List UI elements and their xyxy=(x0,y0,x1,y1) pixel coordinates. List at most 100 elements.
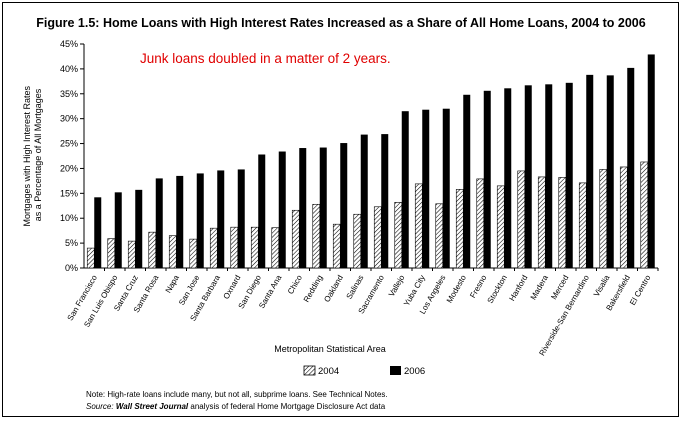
bar-2004 xyxy=(537,176,546,269)
bar-2006 xyxy=(401,111,409,268)
bar-2004 xyxy=(127,240,136,269)
x-tick-label: Oakland xyxy=(322,274,345,304)
x-tick-label: Chico xyxy=(286,273,304,296)
bar-2006 xyxy=(647,54,655,268)
source-prefix: Source: xyxy=(86,402,114,411)
bar-2006 xyxy=(545,84,553,268)
x-tick-label: Redding xyxy=(302,274,325,304)
bar-2006 xyxy=(176,175,184,268)
x-tick-label: Vallejo xyxy=(387,273,407,298)
bar-2004 xyxy=(353,213,362,269)
legend: 2004 2006 xyxy=(303,365,425,377)
bar-2004 xyxy=(230,226,239,269)
bar-2004 xyxy=(558,177,567,269)
y-tick-label: 25% xyxy=(60,139,78,149)
source-publication: Wall Street Journal xyxy=(116,402,189,411)
x-tick-label: Madera xyxy=(529,273,551,301)
bar-2006 xyxy=(483,90,491,269)
y-tick-label: 45% xyxy=(60,39,78,49)
y-tick-label: 0% xyxy=(65,263,78,273)
x-tick-label: Napa xyxy=(164,273,182,295)
bar-2006 xyxy=(155,178,163,268)
bar-2004 xyxy=(476,178,485,269)
bar-2006 xyxy=(627,67,635,268)
bar-2004 xyxy=(107,238,116,269)
bar-2006 xyxy=(442,108,450,268)
y-tick-label: 10% xyxy=(60,213,78,223)
bar-2006 xyxy=(196,173,204,268)
bar-2004 xyxy=(435,203,444,269)
bar-2004 xyxy=(578,182,587,269)
bar-2004 xyxy=(332,223,341,269)
bar-2004 xyxy=(640,161,649,269)
y-tick-label: 20% xyxy=(60,163,78,173)
x-tick-label: Stockton xyxy=(486,274,509,305)
bar-2006 xyxy=(135,189,143,268)
bar-2004 xyxy=(271,227,280,269)
bar-2006 xyxy=(586,74,594,269)
annotation-text: Junk loans doubled in a matter of 2 year… xyxy=(140,51,391,66)
x-tick-label: Visalia xyxy=(592,273,612,298)
bar-2004 xyxy=(373,206,382,269)
y-tick-label: 40% xyxy=(60,64,78,74)
bar-2006 xyxy=(606,75,614,268)
bar-2004 xyxy=(312,203,321,269)
bar-2006 xyxy=(114,192,122,268)
source-text: Source: Wall Street Journal analysis of … xyxy=(86,402,386,411)
bar-2006 xyxy=(217,170,225,268)
note-text: Note: High-rate loans include many, but … xyxy=(86,390,388,399)
chart-title: Figure 1.5: Home Loans with High Interes… xyxy=(36,16,645,30)
y-tick-label: 5% xyxy=(65,238,78,248)
bar-2004 xyxy=(86,247,95,269)
x-tick-label: Merced xyxy=(549,274,570,302)
bar-2006 xyxy=(299,148,307,268)
y-tick-label: 35% xyxy=(60,89,78,99)
source-rest: analysis of federal Home Mortgage Disclo… xyxy=(190,402,385,411)
bar-2004 xyxy=(455,189,464,269)
bar-2006 xyxy=(504,88,512,269)
y-axis-label-line-1: Mortgages with High Interest Rates xyxy=(22,85,32,226)
bar-2006 xyxy=(422,109,430,268)
bar-2004 xyxy=(168,235,177,269)
legend-item-2006: 2006 xyxy=(390,366,425,377)
bar-2006 xyxy=(258,154,266,268)
bar-2006 xyxy=(278,151,286,268)
legend-item-2004: 2004 xyxy=(303,365,339,377)
bar-2006 xyxy=(340,143,348,268)
plot-area: 0%5%10%15%20%25%30%35%40%45%San Francisc… xyxy=(60,39,659,357)
bar-2004 xyxy=(250,226,259,269)
bar-2006 xyxy=(360,134,368,268)
bar-2006 xyxy=(319,147,327,268)
bar-2006 xyxy=(381,134,389,268)
bar-2006 xyxy=(524,85,532,268)
y-tick-label: 30% xyxy=(60,114,78,124)
bar-2006 xyxy=(94,197,102,268)
figure-frame xyxy=(2,2,679,417)
bar-2004 xyxy=(291,209,300,269)
legend-label-2006: 2006 xyxy=(404,366,425,377)
x-tick-label: Salinas xyxy=(345,274,366,301)
bar-2004 xyxy=(189,238,198,269)
bar-2006 xyxy=(565,82,573,269)
legend-swatch-2004 xyxy=(303,365,316,376)
bar-2006 xyxy=(463,94,471,268)
bar-2004 xyxy=(414,183,423,269)
bar-2004 xyxy=(517,170,526,269)
x-tick-label: Hanford xyxy=(507,274,529,303)
legend-swatch-2006 xyxy=(390,366,401,375)
bar-2004 xyxy=(394,201,403,269)
bar-2004 xyxy=(496,185,505,269)
y-axis-label: Mortgages with High Interest Rates as a … xyxy=(22,83,43,226)
x-axis-label: Metropolitan Statistical Area xyxy=(274,344,386,354)
bar-2004 xyxy=(619,166,628,269)
y-tick-label: 15% xyxy=(60,188,78,198)
y-axis-label-line-2: as a Percentage of All Mortgages xyxy=(33,88,43,221)
bar-2004 xyxy=(209,227,218,269)
bar-2004 xyxy=(148,231,157,269)
bar-2004 xyxy=(599,169,608,269)
x-tick-label: Modesto xyxy=(445,273,468,305)
bar-2006 xyxy=(237,169,245,268)
x-tick-label: Oxnard xyxy=(222,274,243,301)
x-tick-label: Fresno xyxy=(468,273,489,300)
